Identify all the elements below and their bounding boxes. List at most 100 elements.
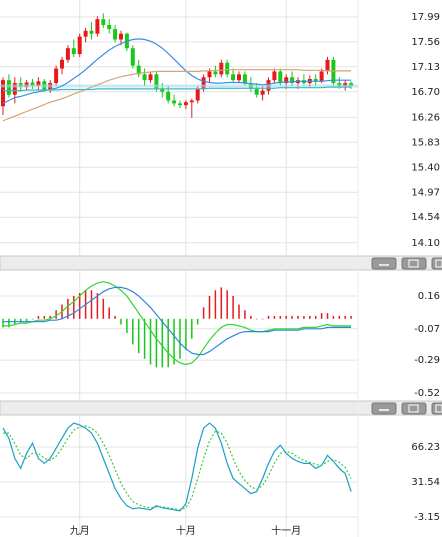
indicator-line xyxy=(2,422,352,512)
restore-button[interactable] xyxy=(401,402,427,415)
macd-bar xyxy=(137,318,140,354)
candle-body xyxy=(242,74,247,84)
macd-bar xyxy=(120,318,122,325)
candle-body xyxy=(319,71,324,82)
candle-body xyxy=(313,78,318,82)
candle-body xyxy=(1,80,5,107)
candle-body xyxy=(142,74,147,81)
macd-bar xyxy=(238,304,240,319)
y-tick-label: 0.16 xyxy=(418,291,440,302)
macd-bar xyxy=(2,318,4,328)
candle-body xyxy=(148,74,153,81)
candle-body xyxy=(54,68,59,84)
macd-bar xyxy=(167,318,169,368)
maximize-button[interactable] xyxy=(431,257,442,270)
macd-bar xyxy=(208,295,211,319)
macd-bar xyxy=(73,295,75,319)
candle-body xyxy=(12,83,17,95)
candle-body xyxy=(189,100,194,103)
maximize-button[interactable] xyxy=(431,402,442,415)
moving-average-line xyxy=(2,69,352,122)
y-tick-label: 14.54 xyxy=(411,212,440,223)
macd-bar xyxy=(320,313,323,319)
candle-body xyxy=(213,71,218,75)
y-tick-label: 16.26 xyxy=(411,112,440,123)
y-tick-label: 66.23 xyxy=(411,442,440,453)
macd-bar xyxy=(149,318,152,365)
macd-bar xyxy=(232,295,234,319)
moving-average-line xyxy=(2,38,352,104)
candle-body xyxy=(71,48,76,55)
macd-bar xyxy=(8,318,10,328)
y-tick-label: -3.15 xyxy=(414,512,440,523)
minimize-button[interactable] xyxy=(371,402,397,415)
candle-body xyxy=(95,19,100,34)
candle-body xyxy=(201,77,206,89)
candle-body xyxy=(172,100,177,104)
macd-bar xyxy=(179,318,181,359)
candle-body xyxy=(278,71,283,84)
macd-bar xyxy=(303,315,305,319)
macd-line xyxy=(3,286,352,356)
macd-bar xyxy=(143,318,146,359)
macd-bar xyxy=(19,318,22,322)
y-tick-label: 14.97 xyxy=(411,187,440,198)
candle-body xyxy=(284,77,289,84)
macd-bar xyxy=(255,318,258,320)
y-tick-label: 16.70 xyxy=(411,87,440,98)
indicator-line xyxy=(3,425,352,511)
macd-bar xyxy=(155,318,158,368)
y-tick-label: -0.52 xyxy=(414,388,440,399)
macd-bar xyxy=(332,315,335,319)
restore-button[interactable] xyxy=(401,257,427,270)
panel-strip xyxy=(0,255,442,271)
x-tick-label: 十一月 xyxy=(271,524,301,537)
macd-bar xyxy=(309,315,311,319)
candle-body xyxy=(178,103,182,106)
y-tick-label: 17.56 xyxy=(411,37,440,48)
macd-bar xyxy=(220,287,223,319)
candle-body xyxy=(231,74,236,81)
candle-body xyxy=(77,36,82,55)
macd-bar xyxy=(314,315,317,319)
x-tick-label: 十月 xyxy=(176,524,196,537)
candle-body xyxy=(119,33,123,40)
candle-body xyxy=(260,90,265,95)
moving-average-line xyxy=(3,86,352,92)
candle-body xyxy=(166,91,171,101)
macd-bar xyxy=(126,318,128,334)
macd-bar xyxy=(326,313,329,319)
macd-bar xyxy=(25,318,28,322)
candle-body xyxy=(219,62,224,75)
macd-bar xyxy=(78,293,81,319)
candle-body xyxy=(195,88,200,101)
macd-bar xyxy=(185,318,187,351)
macd-bar xyxy=(55,310,57,319)
candle-body xyxy=(237,74,241,81)
macd-bar xyxy=(297,315,299,319)
candle-body xyxy=(136,65,141,75)
macd-bar xyxy=(173,318,175,365)
macd-bar xyxy=(279,315,282,319)
macd-bar xyxy=(114,315,116,319)
x-tick-label: 九月 xyxy=(70,525,90,537)
candle-body xyxy=(36,81,41,86)
macd-bar xyxy=(49,315,51,319)
macd-bar xyxy=(214,290,217,319)
candle-body xyxy=(272,71,277,81)
macd-bar xyxy=(37,315,40,319)
candle-body xyxy=(207,71,212,78)
macd-bar xyxy=(90,290,93,319)
macd-bar xyxy=(350,315,352,319)
macd-bar xyxy=(285,315,287,319)
minimize-button[interactable] xyxy=(371,257,397,270)
macd-bar xyxy=(67,298,69,319)
macd-bar xyxy=(273,315,276,319)
macd-line xyxy=(3,281,352,366)
macd-bar xyxy=(338,315,341,319)
candle-body xyxy=(160,88,165,92)
y-tick-label: 14.10 xyxy=(411,238,440,249)
macd-bar xyxy=(132,318,134,345)
macd-bar xyxy=(96,293,99,319)
